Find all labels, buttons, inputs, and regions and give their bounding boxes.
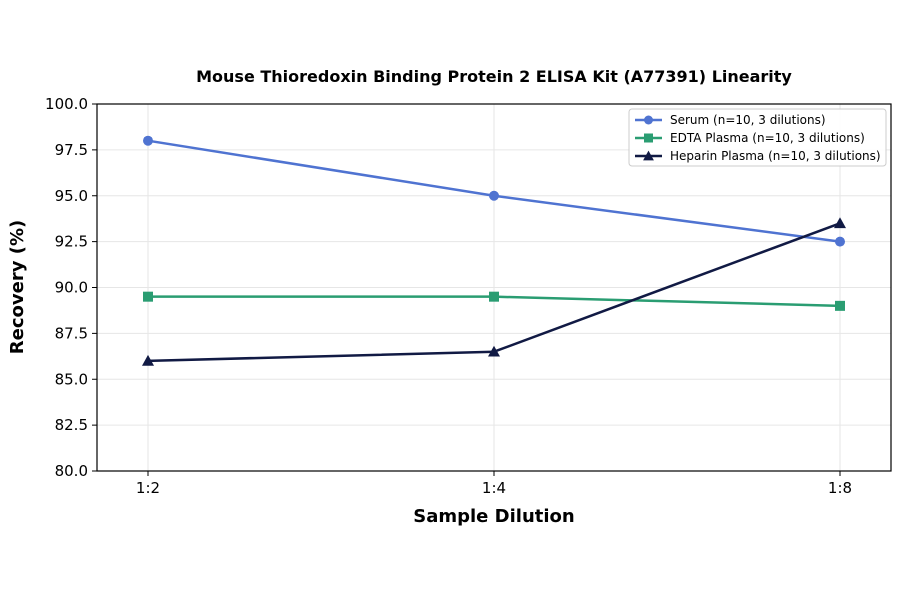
series-serum (143, 135, 845, 247)
data-point-edta (489, 291, 499, 302)
x-tick-label: 1:2 (136, 479, 160, 497)
legend-marker-heparin (643, 150, 654, 161)
series-layer (142, 135, 846, 366)
legend-label-heparin: Heparin Plasma (n=10, 3 dilutions) (670, 149, 881, 163)
x-axis-ticks: 1:2 1:4 1:8 (136, 471, 852, 497)
series-heparin (142, 217, 846, 366)
y-tick-label: 82.5 (55, 416, 88, 434)
series-edta (143, 291, 845, 311)
y-axis-ticks: 80.0 82.5 85.0 87.5 90.0 92.5 95.0 97.5 100.0 (45, 95, 97, 480)
x-axis-label: Sample Dilution (413, 506, 574, 527)
y-tick-label: 87.5 (55, 324, 88, 342)
y-tick-label: 92.5 (55, 233, 88, 251)
data-point-serum (489, 190, 499, 201)
legend: Serum (n=10, 3 dilutions) EDTA Plasma (n=… (628, 108, 887, 167)
x-tick-label: 1:4 (482, 479, 506, 497)
y-tick-label: 85.0 (55, 370, 88, 388)
y-axis-label: Recovery (%) (7, 220, 28, 354)
y-tick-label: 97.5 (55, 141, 88, 159)
data-point-edta (143, 291, 153, 302)
data-point-edta (835, 300, 845, 311)
legend-box (628, 108, 887, 167)
chart-title: Mouse Thioredoxin Binding Protein 2 ELIS… (196, 67, 792, 86)
data-point-serum (835, 236, 845, 247)
x-tick-label: 1:8 (828, 479, 852, 497)
legend-marker-serum (644, 115, 653, 125)
data-point-serum (143, 135, 153, 146)
legend-label-edta: EDTA Plasma (n=10, 3 dilutions) (670, 131, 865, 145)
y-tick-label: 80.0 (55, 462, 88, 480)
legend-marker-edta (644, 133, 653, 143)
data-point-heparin (142, 354, 154, 366)
legend-label-serum: Serum (n=10, 3 dilutions) (670, 113, 826, 127)
data-point-heparin (834, 217, 846, 229)
y-tick-label: 90.0 (55, 279, 88, 297)
data-point-heparin (488, 345, 500, 357)
y-tick-label: 100.0 (45, 95, 88, 113)
y-tick-label: 95.0 (55, 187, 88, 205)
